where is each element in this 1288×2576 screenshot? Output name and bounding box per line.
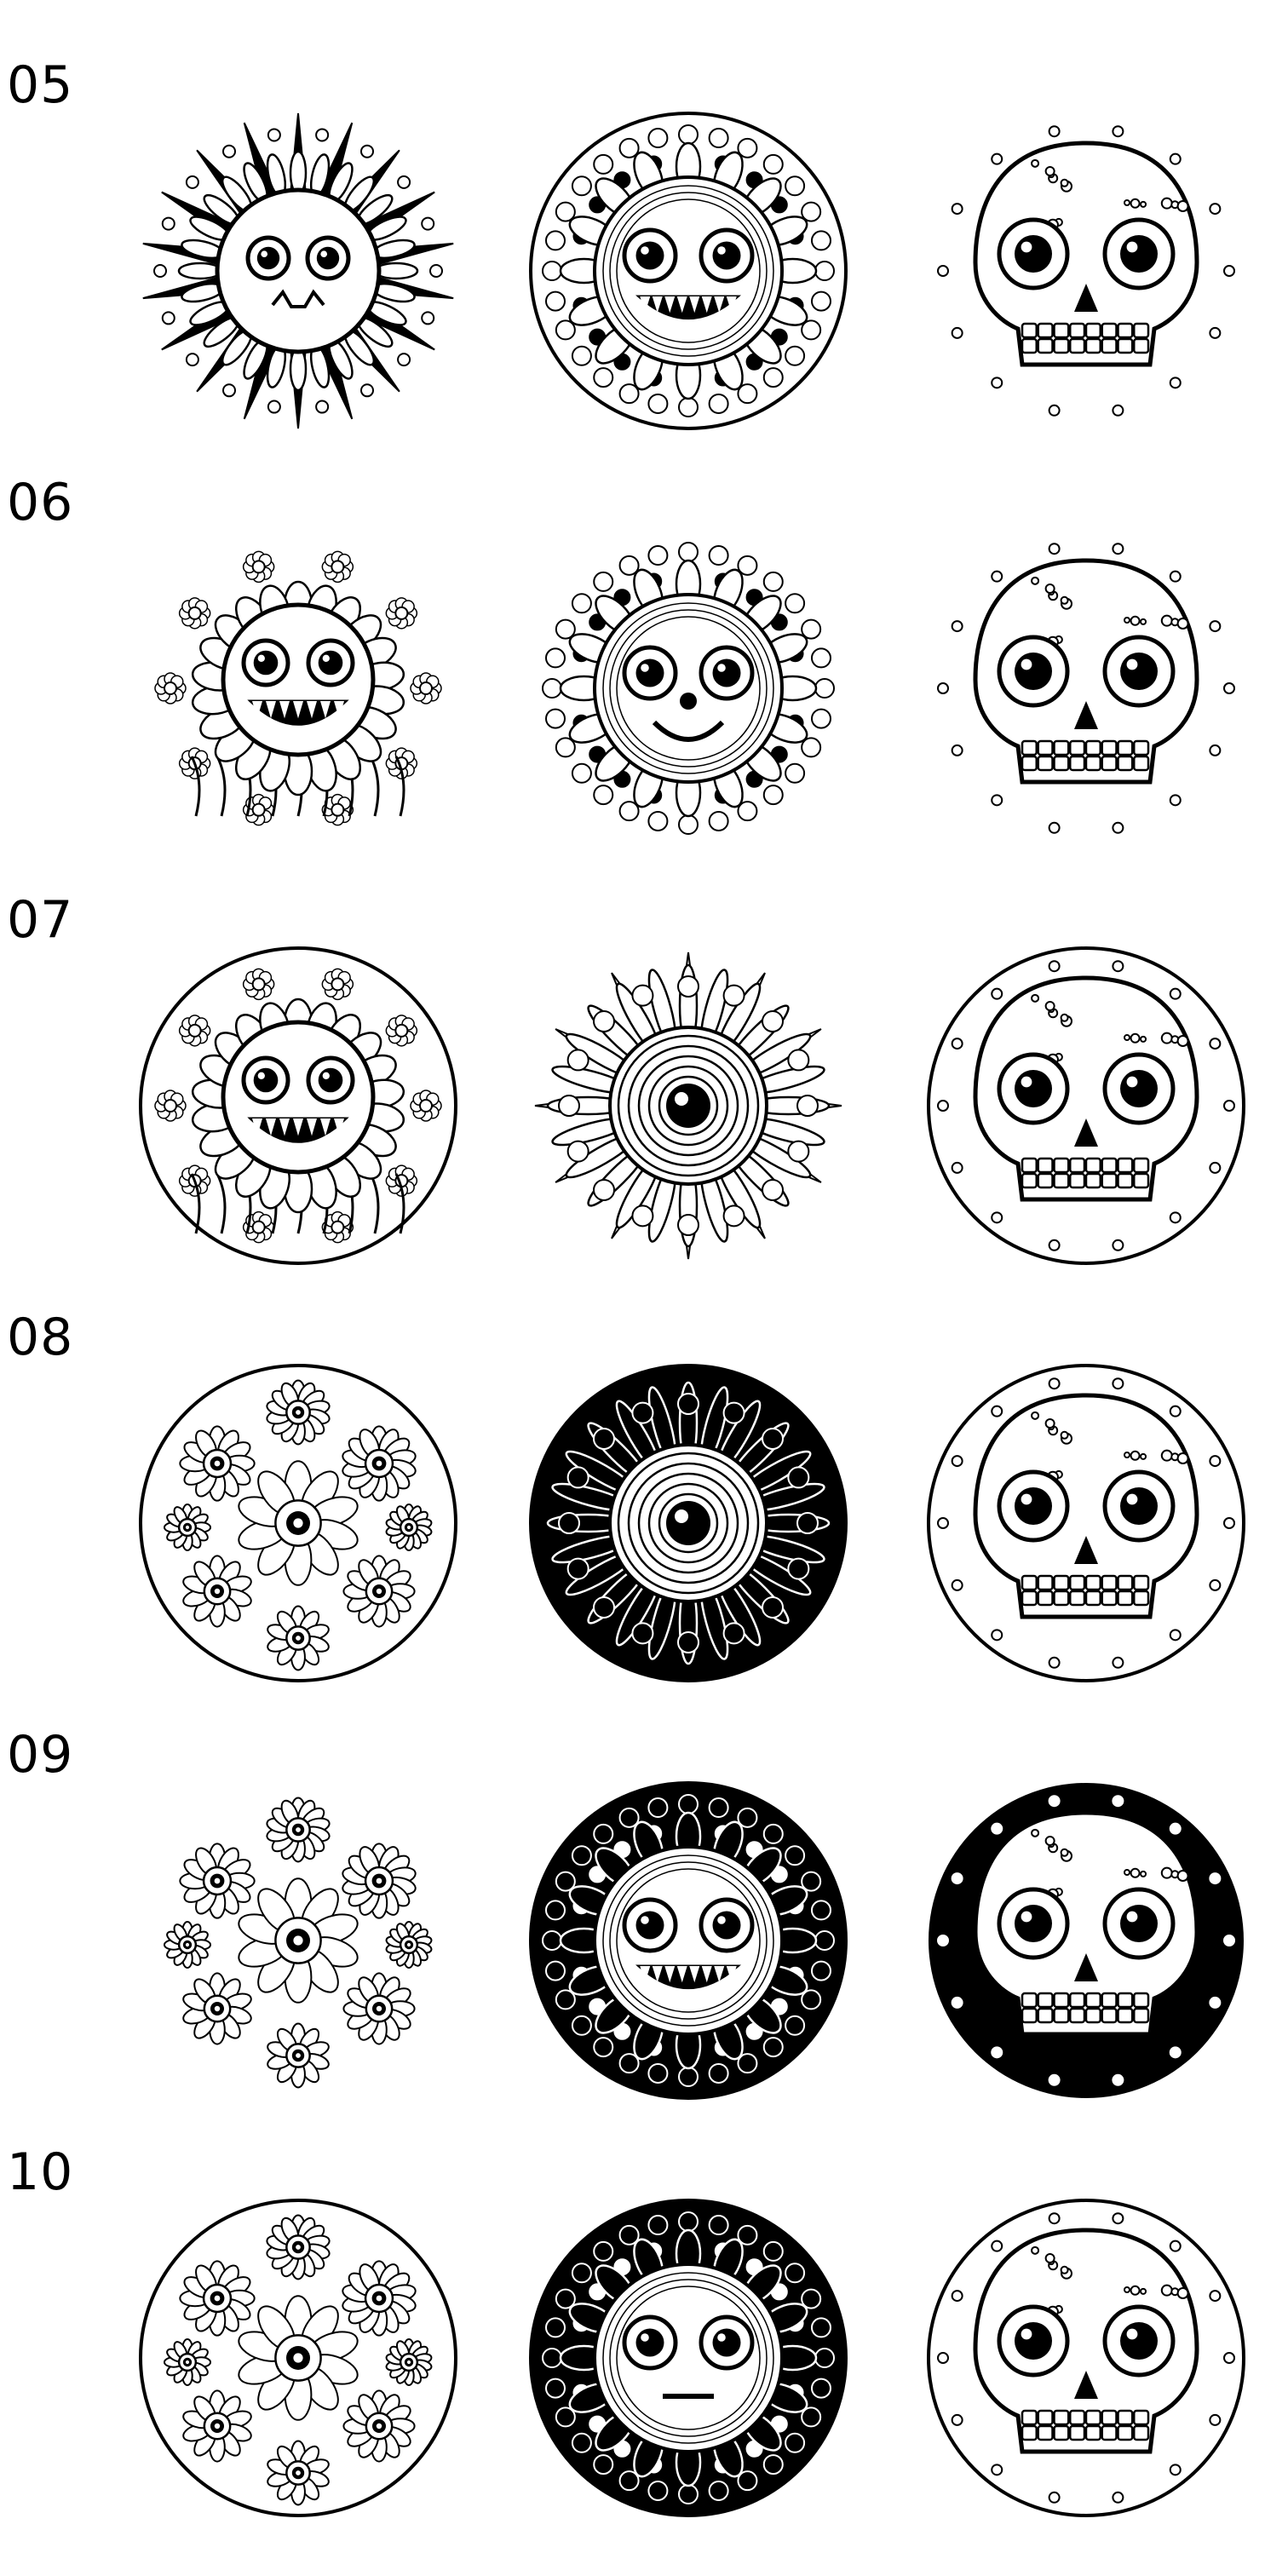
row-07: 07 xyxy=(0,835,1288,1265)
flower-bouquet-icon xyxy=(163,1797,433,2089)
row-10: 10 xyxy=(0,2087,1288,2517)
eye-vortex-mandala-illustration xyxy=(526,1361,850,1685)
cyclops-mandala-illustration xyxy=(526,944,850,1268)
row-number: 05 xyxy=(7,55,74,115)
big-eyed-skull-illustration xyxy=(924,2196,1248,2520)
daisy-monster-icon xyxy=(139,946,457,1265)
aztec-owl-face-icon xyxy=(529,2199,848,2517)
tentacle-skull-illustration xyxy=(924,526,1248,850)
flower-critters-circle-illustration xyxy=(136,1361,460,1685)
flower-critters-circle-icon xyxy=(139,1364,457,1682)
ornate-mandala-face-icon xyxy=(542,542,835,835)
row-09: 09 xyxy=(0,1670,1288,2100)
tribal-grinning-face-illustration xyxy=(526,109,850,433)
top-hat-skull-illustration xyxy=(924,944,1248,1268)
tribal-mask-circle-icon xyxy=(529,1781,848,2100)
daisy-monster-illustration xyxy=(136,944,460,1268)
big-eyed-skull-icon xyxy=(927,2199,1245,2517)
flower-monster-illustration xyxy=(136,526,460,850)
row-05: 05 xyxy=(0,0,1288,430)
row-08: 08 xyxy=(0,1252,1288,1682)
sugar-skull-illustration xyxy=(924,1361,1248,1685)
rotting-skull-icon xyxy=(929,1783,1244,2098)
row-number: 07 xyxy=(7,890,74,950)
row-number: 06 xyxy=(7,473,74,532)
aztec-owl-face-illustration xyxy=(526,2196,850,2520)
melting-skull-illustration xyxy=(924,109,1248,433)
ornate-mandala-face-illustration xyxy=(526,526,850,850)
tribal-mask-circle-illustration xyxy=(526,1779,850,2102)
flower-monster-icon xyxy=(154,550,442,826)
sunflower-monster-icon xyxy=(142,112,454,429)
tribal-grinning-face-icon xyxy=(529,112,848,430)
sunflower-monster-illustration xyxy=(136,109,460,433)
row-06: 06 xyxy=(0,417,1288,835)
cyclops-mandala-icon xyxy=(534,952,842,1260)
tentacle-skull-icon xyxy=(937,543,1235,834)
top-hat-skull-icon xyxy=(927,946,1245,1265)
row-number: 09 xyxy=(7,1725,74,1785)
eye-vortex-mandala-icon xyxy=(529,1364,848,1682)
row-number: 08 xyxy=(7,1308,74,1367)
rotting-skull-illustration xyxy=(924,1779,1248,2102)
floral-circle-illustration xyxy=(136,2196,460,2520)
row-number: 10 xyxy=(7,2142,74,2202)
floral-circle-icon xyxy=(139,2199,457,2517)
flower-bouquet-illustration xyxy=(136,1779,460,2102)
sugar-skull-icon xyxy=(927,1364,1245,1682)
melting-skull-icon xyxy=(937,125,1235,417)
